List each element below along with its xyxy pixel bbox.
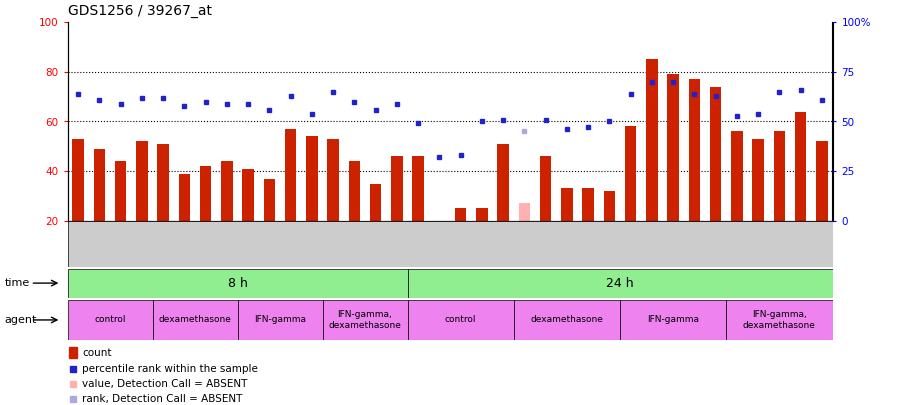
Bar [646, 60, 658, 271]
Text: rank, Detection Call = ABSENT: rank, Detection Call = ABSENT [82, 394, 243, 404]
Text: count: count [82, 348, 112, 358]
Bar [221, 161, 233, 271]
Bar [238, 300, 322, 340]
Bar [178, 174, 190, 271]
Bar [328, 139, 339, 271]
Text: percentile rank within the sample: percentile rank within the sample [82, 364, 258, 373]
Text: control: control [445, 315, 476, 324]
Bar [284, 129, 296, 271]
Bar [604, 191, 616, 271]
Bar [322, 300, 408, 340]
Bar [688, 79, 700, 271]
Bar [158, 144, 169, 271]
Bar [816, 141, 828, 271]
Bar [408, 300, 514, 340]
Bar [412, 156, 424, 271]
Bar [498, 144, 509, 271]
Bar [69, 347, 77, 358]
Bar [306, 136, 318, 271]
Text: IFN-gamma: IFN-gamma [254, 315, 306, 324]
Bar [514, 300, 620, 340]
Text: GDS1256 / 39267_at: GDS1256 / 39267_at [68, 4, 211, 18]
Bar [408, 269, 843, 298]
Bar [68, 300, 152, 340]
Bar [264, 179, 275, 271]
Bar [370, 183, 382, 271]
Text: IFN-gamma,
dexamethasone: IFN-gamma, dexamethasone [742, 310, 815, 330]
Bar [773, 131, 785, 271]
Bar [518, 203, 530, 271]
Text: value, Detection Call = ABSENT: value, Detection Call = ABSENT [82, 379, 248, 389]
Bar [391, 156, 402, 271]
Bar [582, 188, 594, 271]
Bar [68, 269, 408, 298]
Text: agent: agent [4, 315, 37, 325]
Bar [752, 139, 764, 271]
Bar [434, 258, 446, 271]
Text: 8 h: 8 h [228, 277, 248, 290]
Bar [94, 149, 105, 271]
Bar [72, 139, 84, 271]
Bar [625, 126, 636, 271]
Bar [726, 300, 832, 340]
Bar [136, 141, 148, 271]
Bar [152, 300, 238, 340]
Bar [795, 111, 806, 271]
Text: IFN-gamma,
dexamethasone: IFN-gamma, dexamethasone [328, 310, 401, 330]
Bar [200, 166, 212, 271]
Bar [620, 300, 726, 340]
Bar [710, 87, 722, 271]
Text: dexamethasone: dexamethasone [158, 315, 231, 324]
Bar [731, 131, 742, 271]
Bar [242, 168, 254, 271]
Bar [476, 208, 488, 271]
Bar [561, 188, 572, 271]
Text: 24 h: 24 h [607, 277, 634, 290]
Text: control: control [94, 315, 126, 324]
Text: IFN-gamma: IFN-gamma [647, 315, 699, 324]
Bar [454, 208, 466, 271]
Text: time: time [4, 278, 30, 288]
Bar [667, 75, 679, 271]
Bar [540, 156, 552, 271]
Text: dexamethasone: dexamethasone [530, 315, 603, 324]
Bar [115, 161, 127, 271]
Bar [348, 161, 360, 271]
